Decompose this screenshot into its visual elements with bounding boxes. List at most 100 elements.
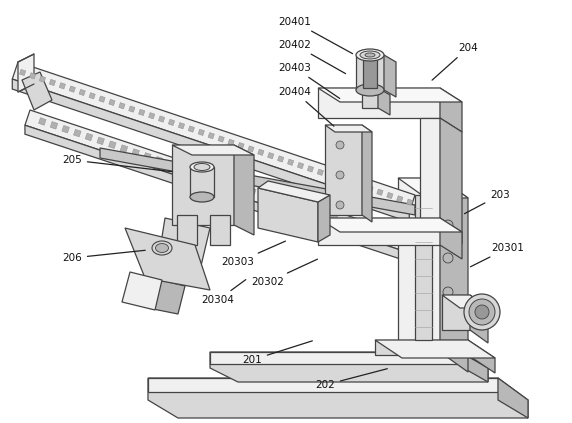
Circle shape: [336, 141, 344, 149]
Polygon shape: [210, 352, 488, 382]
Polygon shape: [178, 123, 185, 129]
Ellipse shape: [190, 162, 214, 172]
Polygon shape: [210, 352, 460, 364]
Polygon shape: [89, 93, 96, 99]
Polygon shape: [109, 99, 115, 106]
Polygon shape: [353, 222, 361, 230]
Ellipse shape: [152, 241, 172, 255]
Text: 20302: 20302: [252, 259, 317, 287]
Polygon shape: [375, 340, 468, 355]
Polygon shape: [440, 118, 462, 244]
Polygon shape: [50, 121, 58, 129]
Polygon shape: [327, 173, 333, 179]
Polygon shape: [272, 195, 280, 203]
Polygon shape: [148, 378, 498, 392]
Polygon shape: [318, 218, 440, 245]
Ellipse shape: [156, 244, 169, 253]
Polygon shape: [297, 162, 304, 169]
Polygon shape: [158, 218, 210, 270]
Circle shape: [443, 287, 453, 297]
Polygon shape: [268, 152, 274, 159]
Polygon shape: [155, 157, 163, 164]
Polygon shape: [39, 76, 46, 82]
Ellipse shape: [464, 294, 500, 330]
Polygon shape: [460, 352, 488, 382]
Circle shape: [336, 171, 344, 179]
Polygon shape: [377, 189, 383, 195]
Polygon shape: [85, 133, 93, 141]
Polygon shape: [12, 79, 410, 222]
Polygon shape: [148, 278, 185, 314]
Polygon shape: [177, 215, 197, 245]
Text: 202: 202: [315, 369, 387, 390]
Polygon shape: [258, 188, 318, 242]
Polygon shape: [442, 295, 470, 330]
Polygon shape: [377, 230, 384, 238]
Polygon shape: [49, 80, 55, 85]
Polygon shape: [238, 143, 244, 149]
Polygon shape: [258, 181, 330, 202]
Polygon shape: [363, 58, 377, 88]
Polygon shape: [198, 129, 204, 135]
Polygon shape: [378, 88, 390, 115]
Polygon shape: [158, 116, 165, 122]
Polygon shape: [120, 145, 128, 152]
Polygon shape: [440, 218, 462, 259]
Polygon shape: [172, 145, 254, 155]
Polygon shape: [356, 55, 384, 90]
Polygon shape: [25, 110, 415, 253]
Polygon shape: [398, 178, 468, 198]
Polygon shape: [362, 88, 378, 108]
Polygon shape: [178, 164, 186, 172]
Polygon shape: [210, 215, 230, 245]
Polygon shape: [325, 125, 372, 132]
Polygon shape: [213, 176, 221, 184]
Polygon shape: [18, 54, 34, 92]
Polygon shape: [38, 118, 46, 125]
Polygon shape: [388, 234, 396, 242]
Polygon shape: [19, 69, 26, 76]
Polygon shape: [365, 226, 373, 234]
Polygon shape: [317, 169, 324, 176]
Polygon shape: [122, 272, 162, 310]
Polygon shape: [318, 88, 440, 118]
Polygon shape: [347, 179, 353, 185]
Polygon shape: [362, 125, 372, 222]
Polygon shape: [288, 159, 294, 165]
Polygon shape: [248, 146, 254, 152]
Polygon shape: [470, 295, 488, 343]
Polygon shape: [387, 192, 393, 199]
Circle shape: [443, 253, 453, 263]
Polygon shape: [307, 166, 313, 172]
Polygon shape: [202, 172, 209, 180]
Ellipse shape: [360, 51, 380, 59]
Polygon shape: [319, 211, 326, 218]
Polygon shape: [248, 187, 256, 195]
Polygon shape: [190, 168, 198, 176]
Text: 20401: 20401: [279, 17, 352, 54]
Ellipse shape: [190, 192, 214, 202]
Polygon shape: [172, 145, 234, 225]
Polygon shape: [498, 378, 528, 418]
Polygon shape: [12, 62, 415, 212]
Text: 20403: 20403: [279, 63, 340, 99]
Polygon shape: [318, 88, 462, 102]
Ellipse shape: [365, 53, 375, 57]
Polygon shape: [337, 176, 343, 182]
Text: 203: 203: [464, 190, 510, 214]
Text: 20304: 20304: [201, 280, 246, 305]
Circle shape: [336, 201, 344, 209]
Polygon shape: [132, 149, 140, 156]
Polygon shape: [225, 180, 233, 187]
Polygon shape: [415, 195, 432, 340]
Polygon shape: [79, 89, 85, 96]
Text: 20301: 20301: [471, 243, 525, 267]
Polygon shape: [367, 186, 373, 192]
Polygon shape: [396, 196, 403, 202]
Ellipse shape: [469, 299, 495, 325]
Polygon shape: [129, 106, 135, 112]
Polygon shape: [407, 199, 413, 205]
Polygon shape: [74, 129, 81, 137]
Polygon shape: [357, 182, 363, 189]
Text: 206: 206: [62, 250, 145, 263]
